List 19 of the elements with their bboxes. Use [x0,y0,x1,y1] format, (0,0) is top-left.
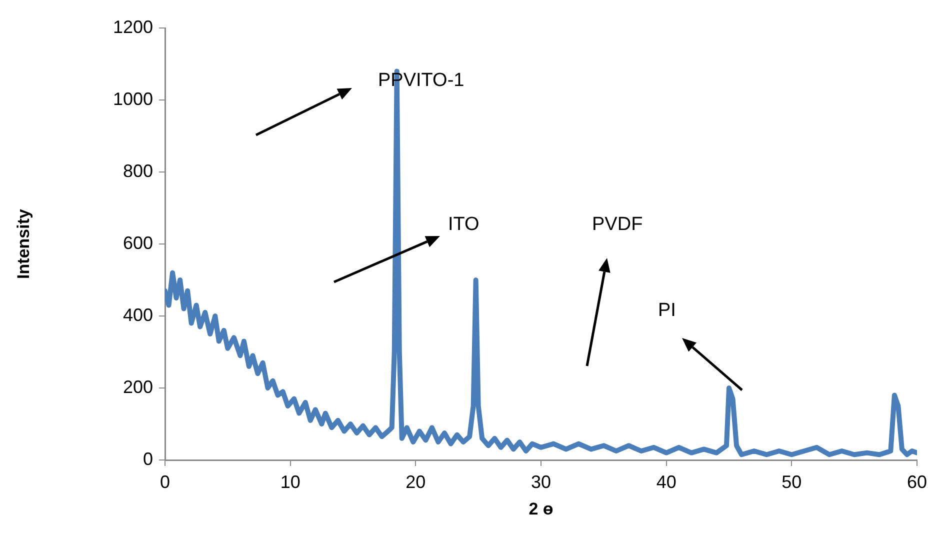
y-axis-title: Intensity [14,208,33,279]
x-tick-label: 20 [406,472,426,492]
y-tick-label: 600 [122,232,153,253]
y-tick-label: 800 [122,160,153,181]
x-tick-label: 10 [280,472,300,492]
x-tick-label: 50 [782,472,802,492]
x-tick-label: 0 [160,472,170,492]
annotation: ITO [448,214,480,236]
x-tick-label: 40 [656,472,676,492]
y-tick-label: 400 [122,304,153,325]
annotation: PVDF [592,214,643,236]
x-tick-label: 60 [906,472,928,492]
annotation: PI [658,300,676,322]
x-axis-title: 2 ɵ [528,499,554,518]
y-tick-label: 0 [142,448,153,469]
y-tick-label: 1000 [112,88,153,109]
x-tick-label: 30 [530,472,552,492]
y-tick-label: 1200 [112,16,153,37]
y-tick-label: 200 [122,376,153,397]
